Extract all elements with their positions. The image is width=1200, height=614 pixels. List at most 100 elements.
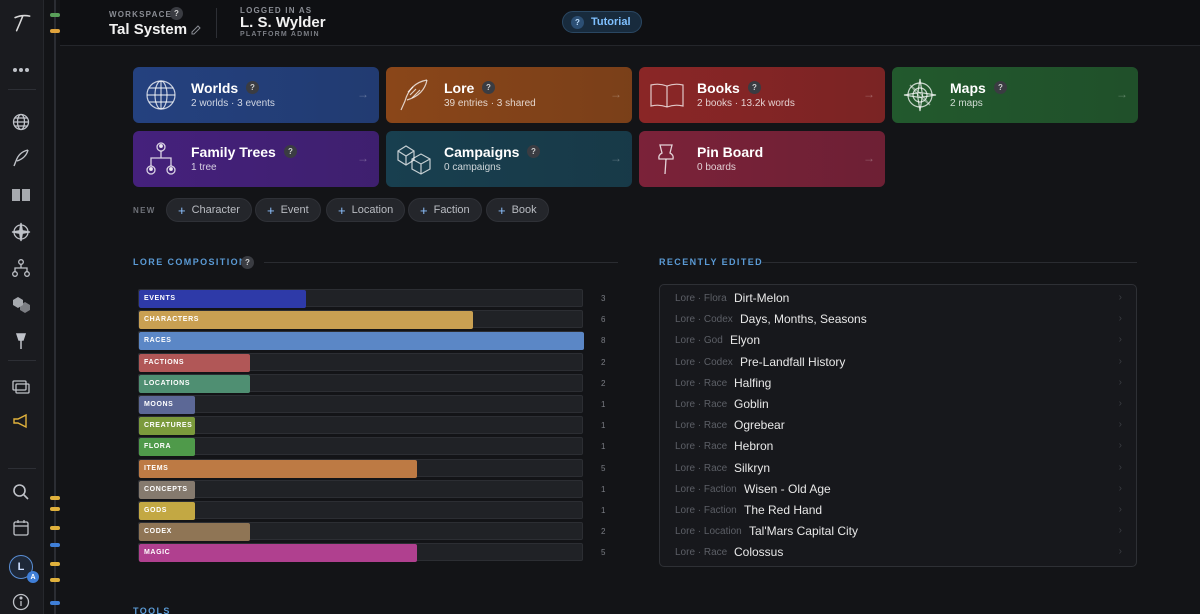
- lore-bar-row[interactable]: CONCEPTS 1: [138, 479, 614, 499]
- info-icon[interactable]: [10, 591, 32, 613]
- user-name: L. S. Wylder: [240, 14, 326, 31]
- more-icon[interactable]: [10, 59, 32, 81]
- card-worlds[interactable]: Worlds 2 worlds · 3 events →?: [133, 67, 379, 123]
- bar-count: 1: [601, 442, 606, 452]
- lore-bar-row[interactable]: MAGIC 5: [138, 543, 614, 563]
- timeline-marker[interactable]: [50, 526, 60, 530]
- lore-bar-row[interactable]: FACTIONS 2: [138, 352, 614, 372]
- recent-item[interactable]: Lore · Race Colossus ›: [660, 542, 1136, 563]
- chevron-right-icon: ›: [1118, 334, 1122, 346]
- timeline-marker[interactable]: [50, 29, 60, 33]
- recent-item-category: Lore · Race: [675, 420, 728, 432]
- screens-icon[interactable]: [10, 376, 32, 398]
- new-character-button[interactable]: + Character: [166, 198, 252, 222]
- bar-fill: [139, 480, 195, 499]
- timeline-marker[interactable]: [50, 601, 60, 605]
- section-divider: [264, 262, 618, 263]
- arrow-right-icon: →: [357, 87, 369, 101]
- timeline-marker[interactable]: [50, 578, 60, 582]
- timeline-marker[interactable]: [50, 13, 60, 17]
- timeline-marker[interactable]: [50, 562, 60, 566]
- bar-track: ITEMS: [138, 458, 583, 478]
- search-icon[interactable]: [10, 481, 32, 503]
- arrow-right-icon: →: [1116, 87, 1128, 101]
- recent-item[interactable]: Lore · Flora Dirt-Melon ›: [660, 288, 1136, 309]
- card-help-icon[interactable]: ?: [527, 145, 540, 158]
- recent-item-category: Lore · God: [675, 335, 723, 347]
- recent-item[interactable]: Lore · Faction The Red Hand ›: [660, 500, 1136, 521]
- card-subtitle: 2 maps: [950, 98, 983, 109]
- arrow-right-icon: →: [610, 151, 622, 165]
- arrow-right-icon: →: [863, 151, 875, 165]
- bar-label: LOCATIONS: [144, 379, 191, 387]
- bar-fill: [139, 502, 195, 520]
- compass-icon[interactable]: [10, 221, 32, 243]
- new-book-button[interactable]: + Book: [486, 198, 549, 222]
- logo-icon[interactable]: [9, 10, 35, 36]
- pill-label: Book: [511, 204, 537, 216]
- lore-composition-help-icon[interactable]: ?: [241, 256, 254, 269]
- workspace-help-icon[interactable]: ?: [170, 7, 183, 20]
- recent-item[interactable]: Lore · Codex Days, Months, Seasons ›: [660, 309, 1136, 330]
- book-icon[interactable]: [10, 184, 32, 206]
- chevron-right-icon: ›: [1118, 482, 1122, 494]
- workspace-name[interactable]: Tal System: [109, 21, 188, 38]
- new-faction-button[interactable]: + Faction: [408, 198, 482, 222]
- megaphone-icon[interactable]: [10, 410, 32, 432]
- card-help-icon[interactable]: ?: [482, 81, 495, 94]
- card-family-trees[interactable]: Family Trees 1 tree →?: [133, 131, 379, 187]
- card-help-icon[interactable]: ?: [246, 81, 259, 94]
- cubes-icon[interactable]: [10, 293, 32, 315]
- timeline-marker[interactable]: [50, 496, 60, 500]
- calendar-icon[interactable]: [10, 517, 32, 539]
- quill-icon[interactable]: [10, 147, 32, 169]
- card-help-icon[interactable]: ?: [284, 145, 297, 158]
- card-lore[interactable]: Lore 39 entries · 3 shared →?: [386, 67, 632, 123]
- new-event-button[interactable]: + Event: [255, 198, 321, 222]
- card-maps[interactable]: Maps 2 maps →?: [892, 67, 1138, 123]
- card-campaigns[interactable]: Campaigns 0 campaigns →?: [386, 131, 632, 187]
- card-books[interactable]: Books 2 books · 13.2k words →?: [639, 67, 885, 123]
- top-header: WORKSPACE ? Tal System LOGGED IN AS L. S…: [60, 0, 1200, 46]
- tutorial-button[interactable]: ? Tutorial: [562, 11, 642, 33]
- recent-item[interactable]: Lore · Faction Wisen - Old Age ›: [660, 479, 1136, 500]
- card-help-icon[interactable]: ?: [994, 81, 1007, 94]
- lore-bar-row[interactable]: EVENTS 3: [138, 289, 614, 308]
- pin-icon[interactable]: [10, 330, 32, 352]
- timeline-rail[interactable]: [50, 0, 60, 614]
- bar-track: CREATURES: [138, 416, 583, 436]
- bar-fill: [139, 544, 418, 563]
- lore-bar-row[interactable]: RACES 8: [138, 331, 614, 351]
- timeline-marker[interactable]: [50, 543, 60, 547]
- recent-item[interactable]: Lore · Race Ogrebear ›: [660, 415, 1136, 436]
- lore-bar-row[interactable]: FLORA 1: [138, 437, 614, 457]
- recent-item[interactable]: Lore · Codex Pre-Landfall History ›: [660, 352, 1136, 373]
- recent-item[interactable]: Lore · Race Halfing ›: [660, 373, 1136, 394]
- new-location-button[interactable]: + Location: [326, 198, 406, 222]
- bar-fill: [139, 374, 251, 393]
- recent-item[interactable]: Lore · Race Silkryn ›: [660, 458, 1136, 479]
- recent-item[interactable]: Lore · Race Goblin ›: [660, 394, 1136, 415]
- lore-bar-row[interactable]: CHARACTERS 6: [138, 310, 614, 330]
- edit-icon[interactable]: [191, 25, 201, 35]
- lore-bar-row[interactable]: CODEX 2: [138, 522, 614, 542]
- pill-label: Location: [351, 204, 394, 216]
- lore-bar-row[interactable]: MOONS 1: [138, 395, 614, 414]
- bar-track: CONCEPTS: [138, 479, 583, 499]
- recent-item-name: Pre-Landfall History: [740, 354, 846, 369]
- lore-bar-row[interactable]: LOCATIONS 2: [138, 373, 614, 393]
- recent-item[interactable]: Lore · Location Tal'Mars Capital City ›: [660, 521, 1136, 542]
- card-pin-board[interactable]: Pin Board 0 boards →: [639, 131, 885, 187]
- timeline-marker[interactable]: [50, 507, 60, 511]
- recent-item[interactable]: Lore · God Elyon ›: [660, 330, 1136, 351]
- lore-bar-row[interactable]: ITEMS 5: [138, 458, 614, 478]
- family-tree-icon[interactable]: [10, 257, 32, 279]
- globe-icon[interactable]: [10, 111, 32, 133]
- lore-bar-row[interactable]: CREATURES 1: [138, 416, 614, 436]
- card-title: Campaigns: [444, 144, 520, 160]
- lore-bar-row[interactable]: GODS 1: [138, 501, 614, 520]
- chevron-right-icon: ›: [1118, 313, 1122, 325]
- recent-item[interactable]: Lore · Race Hebron ›: [660, 436, 1136, 457]
- card-help-icon[interactable]: ?: [748, 81, 761, 94]
- recent-item-category: Lore · Location: [675, 526, 742, 538]
